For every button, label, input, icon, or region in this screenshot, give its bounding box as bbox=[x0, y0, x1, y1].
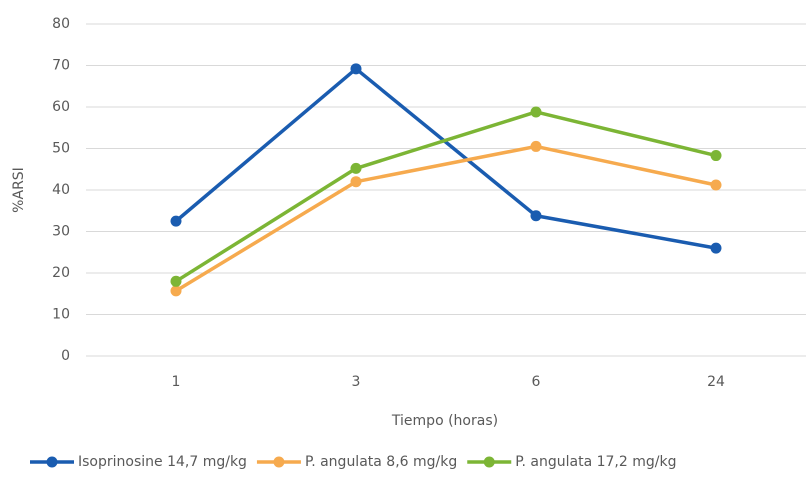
data-point bbox=[350, 162, 362, 174]
legend-label: Isoprinosine 14,7 mg/kg bbox=[78, 454, 247, 470]
data-point bbox=[530, 210, 542, 222]
data-point bbox=[170, 275, 182, 287]
y-tick-label: 60 bbox=[52, 99, 70, 115]
x-tick-label: 3 bbox=[352, 374, 361, 390]
x-tick-label: 6 bbox=[532, 374, 541, 390]
x-tick-label: 1 bbox=[172, 374, 181, 390]
legend-label: P. angulata 17,2 mg/kg bbox=[515, 454, 676, 470]
y-axis-title: %ARSI bbox=[11, 167, 27, 213]
y-tick-label: 70 bbox=[52, 58, 70, 74]
y-tick-label: 10 bbox=[52, 307, 70, 323]
data-point bbox=[170, 285, 182, 297]
data-point bbox=[170, 215, 182, 227]
series-line bbox=[174, 67, 717, 250]
x-axis-title: Tiempo (horas) bbox=[391, 413, 498, 429]
y-tick-label: 20 bbox=[52, 265, 70, 281]
y-tick-label: 30 bbox=[52, 224, 70, 240]
legend-label: P. angulata 8,6 mg/kg bbox=[305, 454, 457, 470]
x-tick-label: 24 bbox=[707, 374, 725, 390]
legend-marker bbox=[273, 456, 285, 468]
y-tick-label: 50 bbox=[52, 141, 70, 157]
data-point bbox=[530, 106, 542, 118]
series-line bbox=[175, 144, 717, 293]
data-point bbox=[350, 176, 362, 188]
series-line bbox=[175, 110, 717, 283]
data-point bbox=[710, 150, 722, 162]
data-point bbox=[530, 140, 542, 152]
data-point bbox=[710, 179, 722, 191]
y-tick-label: 80 bbox=[52, 16, 70, 32]
data-point bbox=[350, 63, 362, 75]
legend-marker bbox=[483, 456, 495, 468]
y-tick-label: 40 bbox=[52, 182, 70, 198]
data-point bbox=[710, 242, 722, 254]
legend-marker bbox=[46, 456, 58, 468]
y-tick-label: 0 bbox=[61, 348, 70, 364]
